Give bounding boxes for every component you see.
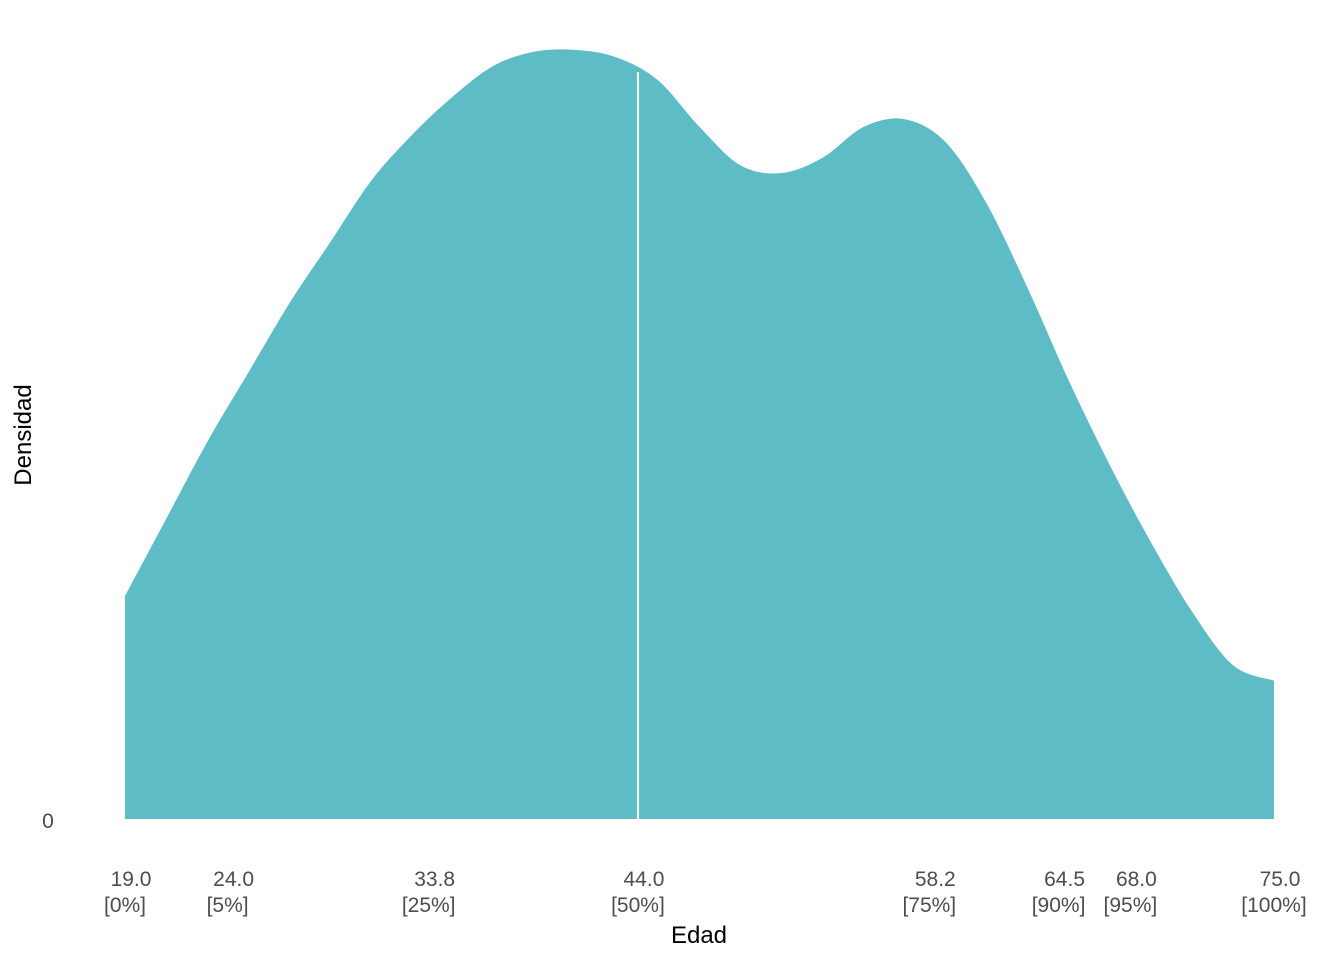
x-tick-quantile: [0%]	[104, 894, 146, 917]
x-tick-value: 75.0	[1260, 868, 1301, 891]
x-tick-value: 33.8	[414, 868, 455, 891]
x-tick-value: 24.0	[213, 868, 254, 891]
x-axis-title: Edad	[671, 922, 727, 949]
x-tick-quantile: [75%]	[902, 894, 956, 917]
x-tick-quantile: [95%]	[1104, 894, 1158, 917]
x-tick-value: 58.2	[915, 868, 956, 891]
x-tick-value: 19.0	[111, 868, 152, 891]
x-tick-quantile: [90%]	[1032, 894, 1086, 917]
density-area	[125, 49, 1274, 820]
y-axis-title: Densidad	[10, 384, 37, 485]
x-tick-value: 64.5	[1044, 868, 1085, 891]
x-tick-value: 44.0	[624, 868, 665, 891]
x-tick-quantile: [25%]	[402, 894, 456, 917]
y-tick-label: 0	[42, 810, 54, 833]
x-tick-value: 68.0	[1116, 868, 1157, 891]
x-tick-quantile: [100%]	[1241, 894, 1306, 917]
x-tick-quantile: [5%]	[207, 894, 249, 917]
x-tick-labels: 19.0 [0%] 24.0 [5%] 33.8 [25%] 44.0 [50%] 58.2 [7…	[104, 868, 1307, 917]
x-tick-quantile: [50%]	[611, 894, 665, 917]
